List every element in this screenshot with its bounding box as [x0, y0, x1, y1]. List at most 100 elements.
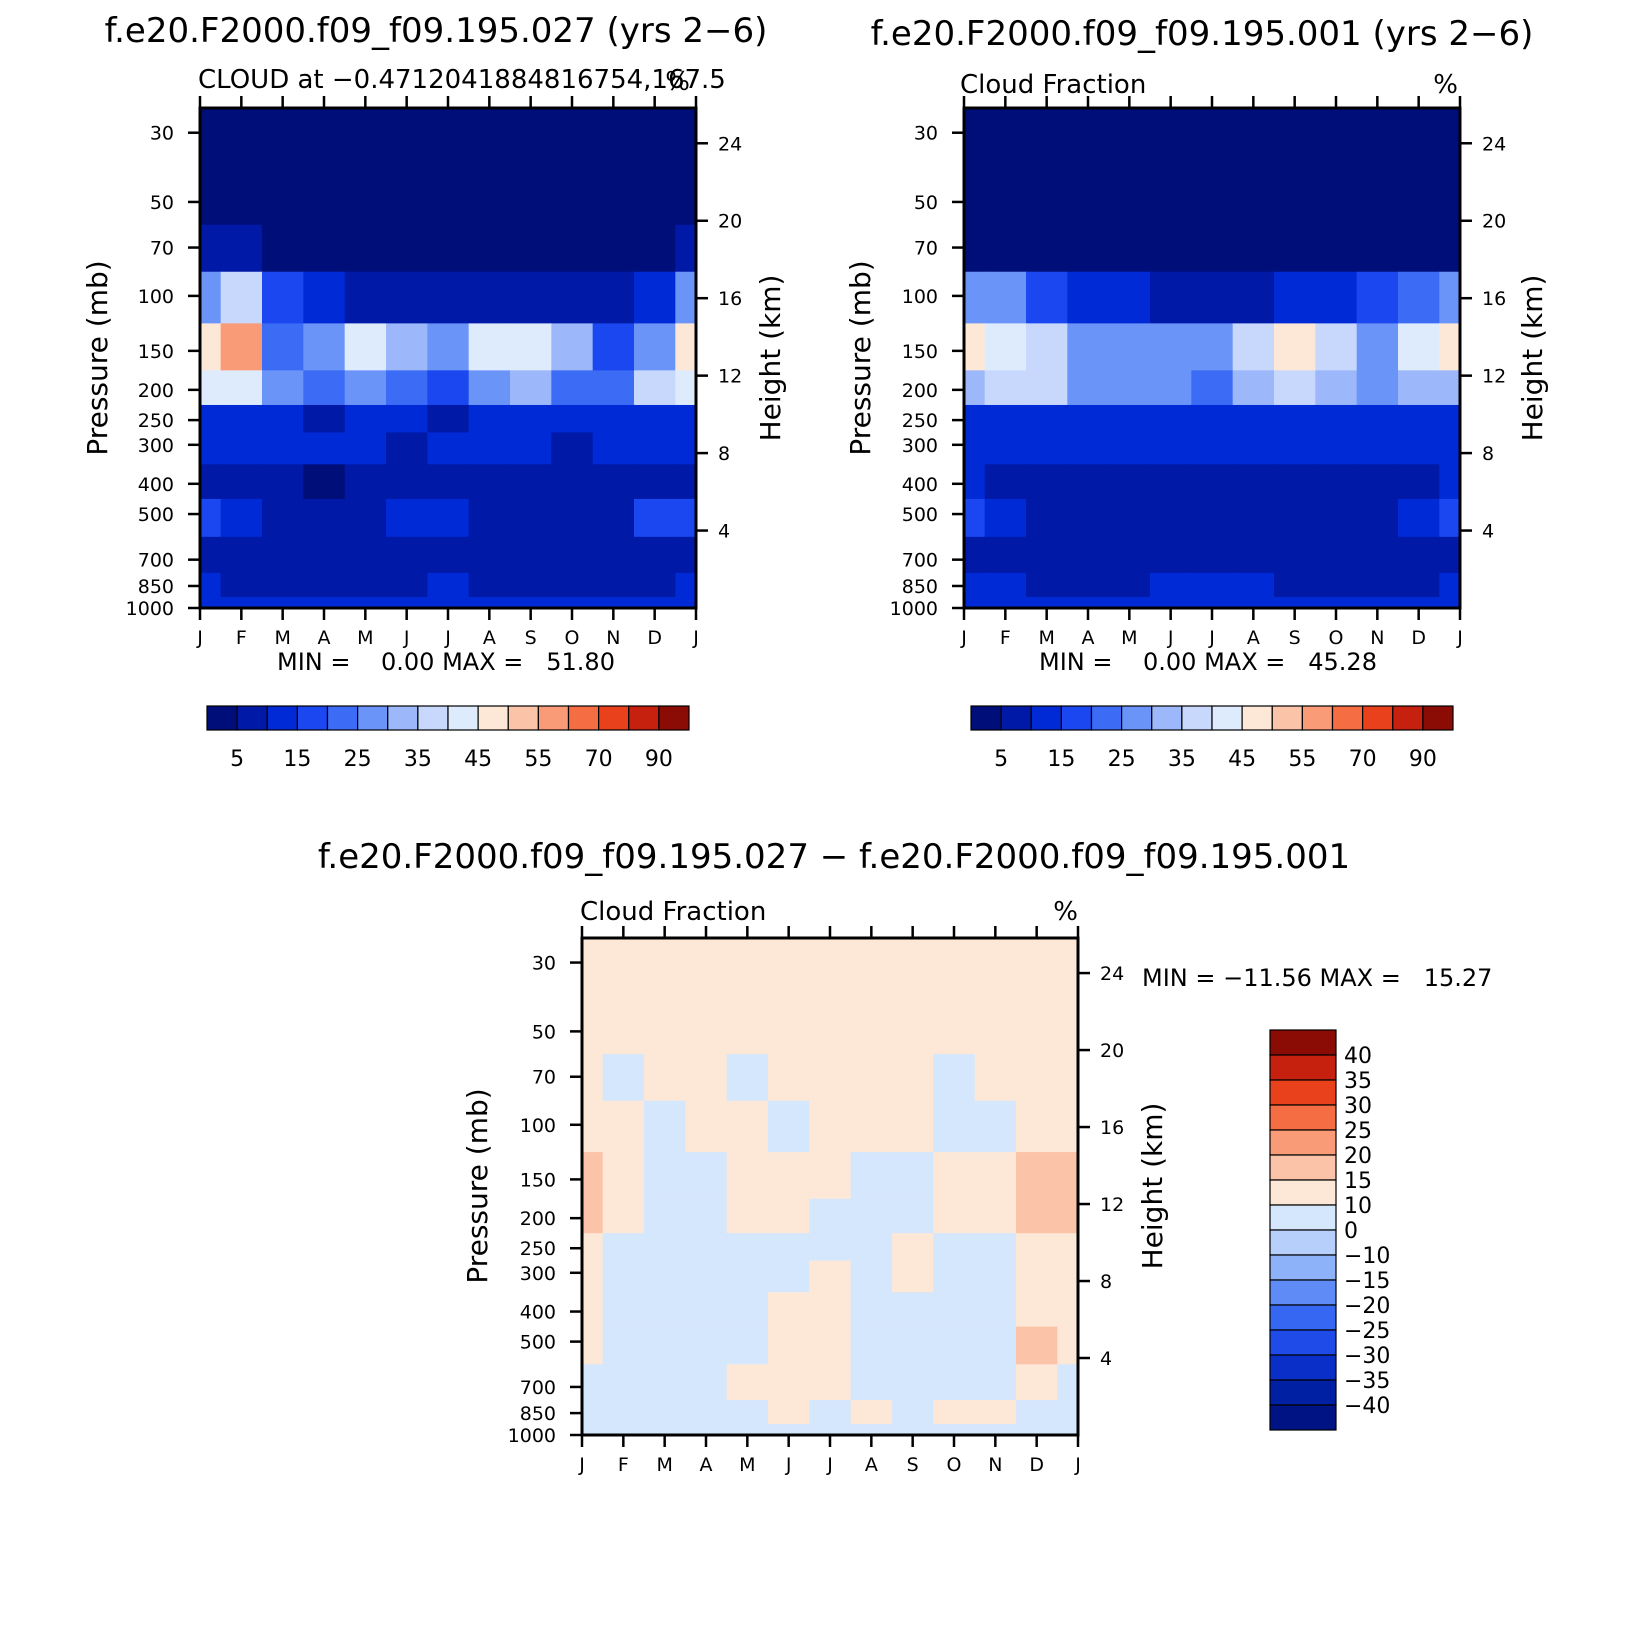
y-tick-label: 50: [150, 192, 174, 214]
contour-cell: [644, 1100, 686, 1153]
x-tick-label: O: [947, 1454, 962, 1476]
contour-cell: [602, 1233, 645, 1262]
contour-cell: [220, 167, 263, 226]
contour-cell: [850, 1054, 893, 1102]
contour-cell: [974, 1400, 1017, 1425]
contour-cell: [200, 596, 222, 609]
contour-cell: [1274, 167, 1316, 226]
contour-cell: [1356, 108, 1399, 168]
contour-cell: [974, 1292, 1017, 1328]
x-tick-label: M: [739, 1454, 755, 1476]
contour-cell: [685, 1100, 728, 1153]
x-tick-label: M: [274, 627, 290, 649]
contour-cell: [1108, 536, 1151, 574]
contour-cell: [1067, 108, 1110, 168]
contour-cell: [634, 224, 676, 273]
colorbar-label: 25: [1344, 1119, 1372, 1144]
contour-cell: [1026, 167, 1068, 226]
x-tick-label: N: [606, 627, 620, 649]
contour-cell: [1356, 323, 1399, 371]
contour-cell: [768, 1424, 810, 1436]
x-tick-label: F: [618, 1454, 629, 1476]
contour-cell: [1108, 108, 1151, 168]
contour-cell: [1067, 323, 1110, 371]
contour-cell: [726, 1292, 769, 1328]
contour-cell: [1026, 224, 1068, 273]
contour-cell: [592, 536, 635, 574]
contour-cell: [933, 1400, 976, 1425]
colorbar-label: 55: [1288, 747, 1316, 772]
contour-cell: [592, 370, 635, 406]
contour-cell: [200, 224, 222, 273]
contour-cell: [768, 1364, 810, 1401]
contour-cell: [809, 1400, 852, 1425]
x-tick-label: F: [1000, 627, 1011, 649]
contour-cell: [510, 432, 552, 465]
contour-cell: [1274, 108, 1316, 168]
contour-cell: [510, 224, 552, 273]
contour-cell: [892, 1292, 934, 1328]
contour-cell: [1026, 498, 1068, 538]
contour-cell: [675, 167, 697, 226]
x-tick-label: F: [236, 627, 247, 649]
y-tick-label: 70: [150, 238, 174, 260]
x-tick-label: S: [525, 627, 537, 649]
panel-difference-y-axis-label: Pressure (mb): [461, 1088, 494, 1283]
colorbar-box: [1269, 1279, 1337, 1306]
contour-cell: [551, 370, 594, 406]
contour-cell: [933, 1260, 976, 1293]
contour-cell: [592, 498, 635, 538]
panel-1-stats: MIN = 0.00 MAX = 51.80: [277, 648, 615, 676]
y2-tick-label: 20: [1482, 211, 1506, 233]
panel-difference: f.e20.F2000.f09_f09.195.027 − f.e20.F200…: [318, 837, 1493, 1476]
y-tick-label: 200: [138, 380, 174, 402]
contour-cell: [1150, 432, 1192, 465]
contour-cell: [602, 1424, 645, 1436]
contour-cell: [984, 572, 1027, 598]
colorbar-box: [598, 705, 630, 731]
contour-cell: [427, 108, 470, 168]
colorbar-box: [1362, 705, 1394, 731]
panel-2-y2-axis-label: Height (km): [1516, 275, 1549, 442]
contour-cell: [602, 1100, 645, 1153]
contour-cell: [974, 1364, 1017, 1401]
x-tick-label: J: [1456, 627, 1463, 649]
contour-cell: [468, 432, 511, 465]
contour-cell: [551, 224, 594, 273]
contour-cell: [964, 572, 986, 598]
contour-cell: [634, 498, 676, 538]
contour-cell: [675, 370, 697, 406]
contour-cell: [1439, 432, 1461, 465]
x-tick-label: A: [1082, 627, 1095, 649]
x-tick-label: J: [692, 627, 699, 649]
panel-difference-stats: MIN = −11.56 MAX = 15.27: [1142, 964, 1492, 992]
contour-cell: [634, 271, 676, 324]
contour-cell: [892, 1198, 934, 1234]
contour-cell: [726, 1400, 769, 1425]
contour-cell: [200, 167, 222, 226]
contour-cell: [1026, 596, 1068, 609]
contour-cell: [768, 1233, 810, 1262]
contour-cell: [1067, 464, 1110, 500]
contour-cell: [809, 1260, 852, 1293]
contour-cell: [1057, 1326, 1079, 1365]
y2-tick-label: 12: [718, 366, 742, 388]
contour-cell: [551, 323, 594, 371]
contour-cell: [1026, 404, 1068, 434]
contour-cell: [1274, 224, 1316, 273]
colorbar-box: [206, 705, 238, 731]
contour-cell: [592, 224, 635, 273]
contour-cell: [1315, 536, 1358, 574]
contour-cell: [933, 1233, 976, 1262]
contour-cell: [1356, 167, 1399, 226]
contour-cell: [1356, 596, 1399, 609]
contour-cell: [1398, 323, 1440, 371]
contour-cell: [1191, 224, 1234, 273]
contour-cell: [582, 1364, 604, 1401]
contour-cell: [510, 370, 552, 406]
contour-cell: [933, 1364, 976, 1401]
contour-cell: [1274, 370, 1316, 406]
contour-cell: [1232, 432, 1275, 465]
contour-cell: [1356, 572, 1399, 598]
contour-cell: [1057, 938, 1079, 998]
